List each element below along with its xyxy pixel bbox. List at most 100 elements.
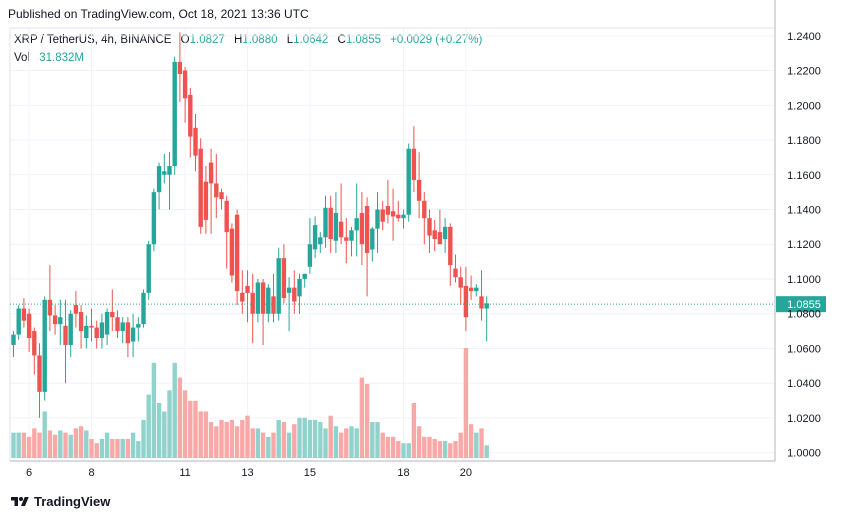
- candle-body: [416, 179, 422, 201]
- volume-bar: [260, 432, 266, 458]
- volume-bar: [479, 428, 484, 458]
- volume-bar: [63, 432, 68, 458]
- volume-bar: [224, 422, 229, 458]
- candle-body: [125, 322, 131, 344]
- volume-bar: [32, 428, 37, 458]
- symbol-label[interactable]: XRP / TetherUS, 4h, BINANCE: [14, 34, 172, 46]
- candle-body: [437, 232, 443, 245]
- candle-body: [474, 287, 479, 292]
- candle-body: [307, 244, 313, 267]
- candle-body: [390, 211, 396, 217]
- y-tick-label: 1.2200: [787, 66, 821, 78]
- candle-body: [380, 209, 385, 222]
- candle-body: [266, 287, 271, 314]
- volume-bar: [245, 415, 250, 458]
- candle-body: [193, 127, 198, 156]
- candle-body: [396, 214, 401, 219]
- candle-body: [349, 230, 354, 241]
- low-value: L1.0642: [286, 34, 329, 46]
- candle-body: [16, 308, 21, 335]
- volume-bar: [198, 411, 203, 458]
- volume-bar: [401, 443, 406, 458]
- volume-bar: [172, 362, 177, 458]
- candle-body: [26, 313, 32, 339]
- volume-bar: [323, 428, 328, 458]
- volume-value: 31.832M: [39, 52, 84, 64]
- volume-bar: [120, 438, 125, 458]
- candle-body: [479, 296, 484, 309]
- volume-bar: [136, 441, 141, 458]
- volume-bar: [370, 422, 375, 458]
- candle-body: [11, 334, 16, 345]
- y-tick-label: 1.0000: [787, 448, 821, 460]
- candle-body: [58, 317, 63, 325]
- y-tick-label: 1.0400: [787, 378, 821, 390]
- candle-body: [318, 237, 323, 245]
- volume-bar: [193, 400, 198, 458]
- candle-body: [162, 171, 167, 175]
- candle-body: [198, 148, 203, 227]
- candle-body: [297, 278, 302, 297]
- volume-bar: [58, 430, 63, 458]
- candle-body: [281, 258, 287, 299]
- candle-body: [401, 214, 406, 219]
- candle-body: [344, 237, 349, 241]
- candle-body: [32, 331, 37, 356]
- candle-body: [458, 277, 463, 288]
- close-value: C1.0855: [337, 34, 382, 46]
- volume-bar: [11, 432, 16, 458]
- volume-bar: [422, 436, 427, 458]
- candle-body: [286, 287, 292, 293]
- volume-bar: [110, 438, 115, 458]
- candle-body: [21, 308, 27, 321]
- volume-bar: [21, 432, 27, 458]
- volume-bar: [292, 424, 297, 458]
- candle-body: [156, 166, 162, 193]
- volume-bar: [219, 419, 224, 458]
- volume-bar: [276, 419, 281, 458]
- candle-body: [448, 226, 453, 266]
- candle-body: [338, 221, 344, 238]
- volume-bar: [89, 438, 94, 458]
- volume-bar: [344, 428, 349, 458]
- x-tick-label: 15: [304, 467, 316, 479]
- candle-body: [130, 327, 136, 342]
- published-caption: Published on TradingView.com, Oct 18, 20…: [8, 7, 309, 21]
- volume-bar: [390, 436, 396, 458]
- volume-bar: [73, 428, 79, 458]
- candle-body: [323, 207, 328, 238]
- tradingview-footer[interactable]: TradingView: [10, 494, 110, 509]
- y-tick-label: 1.0200: [787, 413, 821, 425]
- volume-bar: [229, 419, 235, 458]
- volume-bar: [396, 441, 401, 458]
- candle-body: [468, 287, 474, 292]
- volume-bar: [318, 422, 323, 458]
- volume-bar: [94, 443, 99, 458]
- volume-bar: [281, 422, 287, 458]
- candle-body: [73, 305, 79, 314]
- tradingview-logo-icon: [11, 496, 29, 506]
- volume-bar: [427, 436, 432, 458]
- candle-body: [406, 148, 411, 215]
- volume-bar: [115, 438, 120, 458]
- y-tick-label: 1.1800: [787, 135, 821, 147]
- candle-body: [312, 225, 318, 250]
- ohlc-legend: XRP / TetherUS, 4h, BINANCE O1.0827 H1.0…: [14, 34, 488, 46]
- volume-bar: [266, 436, 271, 458]
- volume-bar: [458, 432, 463, 458]
- volume-bar: [162, 411, 167, 458]
- candle-body: [333, 212, 339, 241]
- volume-bar: [286, 432, 292, 458]
- volume-bar: [453, 441, 458, 458]
- candle-body: [94, 327, 99, 339]
- candle-body: [203, 181, 209, 220]
- candle-body: [385, 206, 391, 215]
- candle-body: [177, 61, 183, 75]
- volume-bar: [380, 432, 385, 458]
- volume-bar: [99, 438, 105, 458]
- candle-body: [245, 285, 250, 293]
- volume-label[interactable]: Vol: [14, 52, 30, 64]
- volume-bar: [312, 419, 318, 458]
- volume-bar: [385, 436, 391, 458]
